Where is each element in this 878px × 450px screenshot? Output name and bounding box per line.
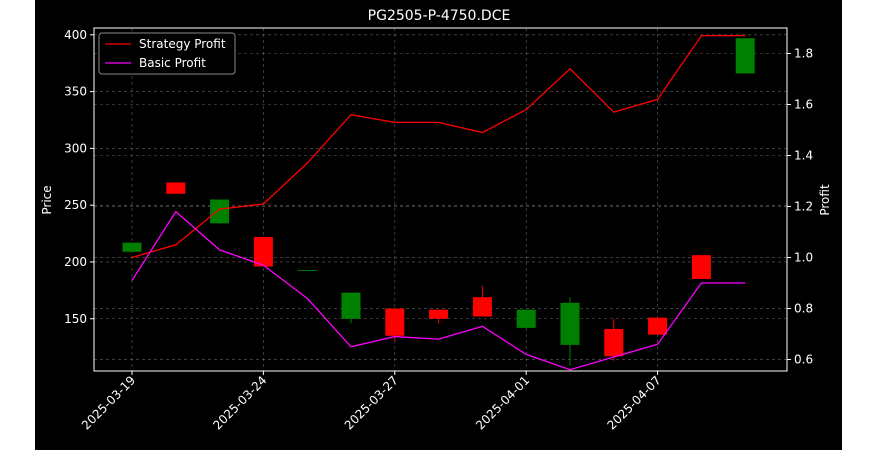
left-tick-label-0: 150	[64, 312, 87, 326]
candle-body-13	[691, 255, 711, 280]
grid-lines	[94, 28, 787, 371]
legend-label-basic: Basic Profit	[139, 56, 206, 70]
candle-body-10	[560, 302, 580, 345]
chart-figure: PG2505-P-4750.DCE 150 200 250 300 350 400 0.6…	[35, 0, 842, 450]
candle-body-4	[297, 269, 317, 271]
x-axis: 2025-03-19 2025-03-24 2025-03-27 2025-04-01…	[79, 371, 664, 432]
right-axis: 0.6 0.8 1.0 1.2 1.4 1.6 1.8	[787, 47, 813, 367]
candle-body-3	[253, 236, 273, 267]
candlesticks	[122, 38, 755, 366]
right-tick-label-0: 0.6	[794, 353, 813, 367]
legend-label-strategy: Strategy Profit	[139, 37, 226, 51]
candle-body-14	[735, 38, 755, 74]
candle-body-12	[648, 317, 668, 335]
strategy-profit-line	[131, 35, 746, 259]
left-tick-label-4: 350	[64, 85, 87, 99]
candle-body-0	[122, 242, 142, 252]
left-tick-label-3: 300	[64, 141, 87, 155]
x-tick-label-3: 2025-04-01	[473, 373, 532, 432]
candle-body-9	[516, 309, 536, 328]
x-tick-label-2: 2025-03-27	[342, 373, 401, 432]
candle-body-5	[341, 292, 361, 319]
right-tick-label-1: 0.8	[794, 302, 813, 316]
x-tick-label-4: 2025-04-07	[605, 373, 664, 432]
y-axis-label-right: Profit	[818, 184, 832, 216]
chart-title: PG2505-P-4750.DCE	[368, 8, 511, 24]
right-tick-label-6: 1.8	[794, 47, 813, 61]
left-tick-label-5: 400	[64, 28, 87, 42]
legend: Strategy Profit Basic Profit	[98, 32, 236, 75]
candle-body-1	[166, 182, 186, 194]
left-tick-label-2: 250	[64, 198, 87, 212]
basic-profit-line	[131, 210, 746, 371]
candle-body-2	[210, 199, 230, 224]
profit-lines	[131, 35, 746, 371]
right-tick-label-5: 1.6	[794, 98, 813, 112]
candle-body-6	[385, 308, 405, 336]
right-tick-label-3: 1.2	[794, 200, 813, 214]
x-tick-label-1: 2025-03-24	[210, 373, 269, 432]
candle-body-8	[472, 297, 492, 317]
chart-svg: PG2505-P-4750.DCE 150 200 250 300 350 400 0.6…	[40, 8, 832, 432]
legend-box	[98, 32, 236, 75]
left-tick-label-1: 200	[64, 255, 87, 269]
plot-frame	[93, 27, 788, 372]
left-axis: 150 200 250 300 350 400	[64, 28, 94, 326]
candle-body-7	[429, 309, 449, 319]
right-tick-label-4: 1.4	[794, 149, 813, 163]
y-axis-label-left: Price	[40, 185, 54, 214]
right-tick-label-2: 1.0	[794, 251, 813, 265]
candle-body-11	[604, 328, 624, 357]
x-tick-label-0: 2025-03-19	[79, 373, 138, 432]
